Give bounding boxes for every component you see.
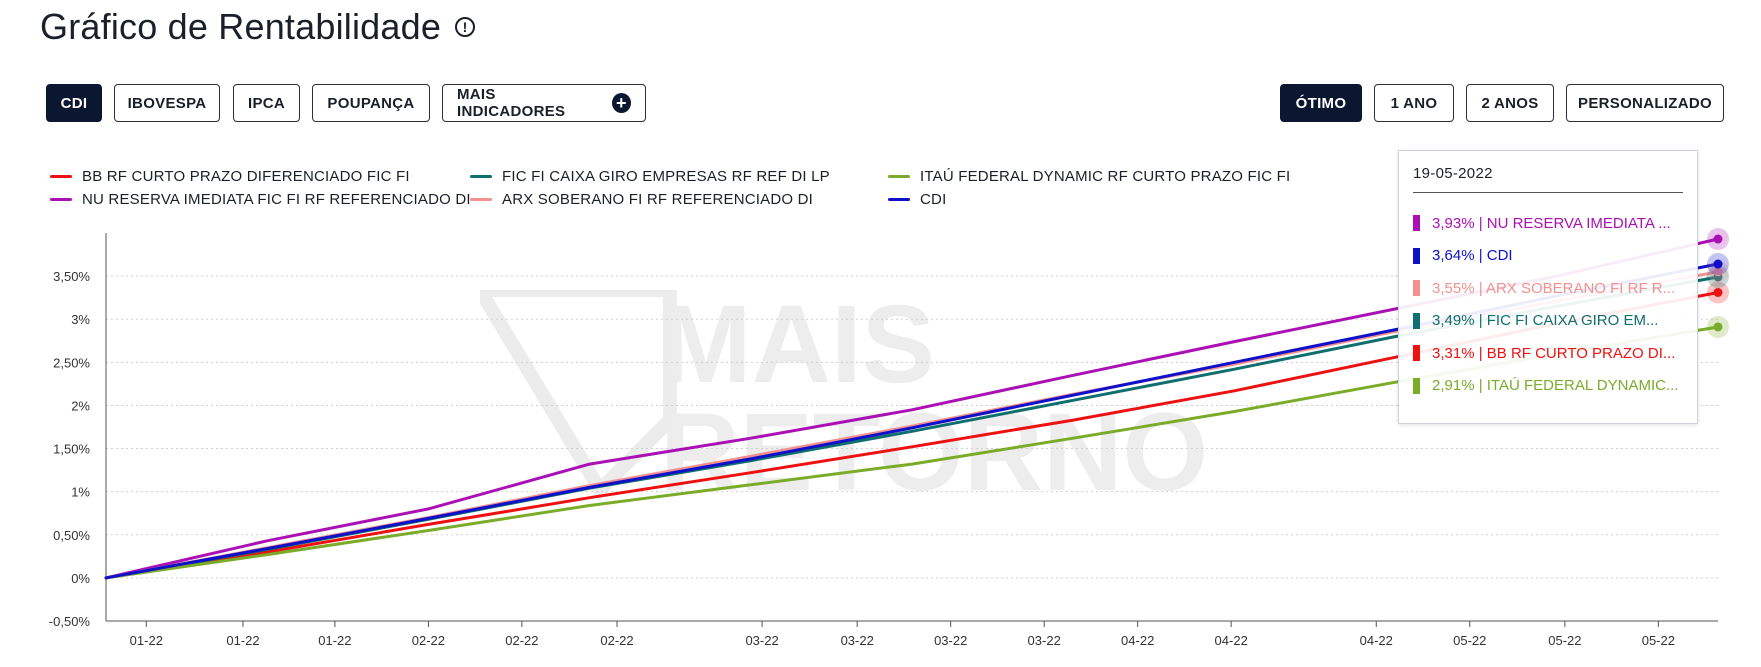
indicator-ipca-button[interactable]: IPCA [233, 84, 300, 122]
marker-layer [1707, 228, 1729, 338]
period-otimo-button[interactable]: ÓTIMO [1280, 84, 1362, 122]
axis-layer: -0,50% 0% 0,50% 1% 1,50% 2% 2,50% 3% 3,50% 01-22 0… [49, 233, 1718, 648]
tooltip-date: 19-05-2022 [1413, 165, 1683, 193]
x-tick-label: 01-22 [130, 633, 163, 648]
series-end-marker [1713, 322, 1723, 332]
x-tick-label: 01-22 [226, 633, 259, 648]
legend-swatch [470, 175, 492, 178]
x-tick-label: 04-22 [1215, 633, 1248, 648]
legend-item-nu[interactable]: NU RESERVA IMEDIATA FIC FI RF REFERENCIA… [50, 191, 471, 208]
legend-swatch [888, 175, 910, 178]
more-indicators-label: MAIS INDICADORES [457, 86, 566, 120]
indicator-cdi-button[interactable]: CDI [46, 84, 102, 122]
tooltip-swatch [1413, 280, 1420, 297]
series-end-marker [1713, 259, 1723, 269]
x-tick-label: 05-22 [1453, 633, 1486, 648]
legend-item-cdi[interactable]: CDI [888, 191, 946, 208]
x-tick-label: 04-22 [1360, 633, 1393, 648]
legend-item-bb[interactable]: BB RF CURTO PRAZO DIFERENCIADO FIC FI [50, 168, 410, 185]
x-tick-label: 02-22 [600, 633, 633, 648]
legend-swatch [50, 175, 72, 178]
tooltip-row: 3,55% | ARX SOBERANO FI RF R... [1413, 272, 1683, 305]
tooltip-swatch [1413, 312, 1420, 329]
tooltip-swatch [1413, 215, 1420, 232]
indicator-poupanca-button[interactable]: POUPANÇA [312, 84, 430, 122]
x-tick-label: 02-22 [505, 633, 538, 648]
chart-tooltip: 19-05-2022 3,93% | NU RESERVA IMEDIATA .… [1398, 150, 1698, 424]
legend-label: CDI [920, 191, 947, 208]
y-tick-label: 3,50% [53, 269, 90, 284]
x-tick-label: 03-22 [841, 633, 874, 648]
y-tick-label: 3% [71, 312, 90, 327]
period-personalizado-button[interactable]: PERSONALIZADO [1566, 84, 1724, 122]
tooltip-row-text: 2,91% | ITAÚ FEDERAL DYNAMIC... [1432, 377, 1679, 395]
series-end-marker [1713, 234, 1723, 244]
legend-swatch [888, 198, 910, 201]
period-1-ano-button[interactable]: 1 ANO [1374, 84, 1454, 122]
plus-icon: + [611, 93, 631, 113]
tooltip-swatch [1413, 247, 1420, 264]
tooltip-row: 2,91% | ITAÚ FEDERAL DYNAMIC... [1413, 370, 1683, 403]
y-tick-label: 0% [71, 571, 90, 586]
x-tick-label: 04-22 [1121, 633, 1154, 648]
x-tick-label: 03-22 [934, 633, 967, 648]
y-tick-label: 1% [71, 485, 90, 500]
x-tick-label: 03-22 [1028, 633, 1061, 648]
tooltip-row-text: 3,49% | FIC FI CAIXA GIRO EM... [1432, 312, 1659, 330]
series-end-marker [1713, 287, 1723, 297]
legend-label: FIC FI CAIXA GIRO EMPRESAS RF REF DI LP [502, 168, 830, 185]
more-indicators-button[interactable]: MAIS INDICADORES + [442, 84, 646, 122]
tooltip-row-text: 3,55% | ARX SOBERANO FI RF R... [1432, 279, 1676, 297]
legend-item-arx[interactable]: ARX SOBERANO FI RF REFERENCIADO DI [470, 191, 813, 208]
y-tick-label: -0,50% [49, 614, 91, 629]
y-tick-label: 2% [71, 398, 90, 413]
tooltip-row: 3,93% | NU RESERVA IMEDIATA ... [1413, 207, 1683, 240]
legend-label: NU RESERVA IMEDIATA FIC FI RF REFERENCIA… [82, 191, 471, 208]
legend-label: ITAÚ FEDERAL DYNAMIC RF CURTO PRAZO FIC … [920, 168, 1291, 185]
x-tick-label: 05-22 [1642, 633, 1675, 648]
legend-item-caixa[interactable]: FIC FI CAIXA GIRO EMPRESAS RF REF DI LP [470, 168, 830, 185]
indicator-ibovespa-button[interactable]: IBOVESPA [114, 84, 220, 122]
tooltip-swatch [1413, 377, 1420, 394]
y-tick-label: 2,50% [53, 355, 90, 370]
period-2-anos-button[interactable]: 2 ANOS [1466, 84, 1554, 122]
legend-swatch [470, 198, 492, 201]
y-tick-label: 1,50% [53, 442, 90, 457]
x-tick-label: 02-22 [412, 633, 445, 648]
page-title-text: Gráfico de Rentabilidade [40, 6, 442, 47]
legend-label: ARX SOBERANO FI RF REFERENCIADO DI [502, 191, 814, 208]
tooltip-row-text: 3,31% | BB RF CURTO PRAZO DI... [1432, 344, 1676, 362]
tooltip-swatch [1413, 345, 1420, 362]
x-tick-label: 05-22 [1548, 633, 1581, 648]
tooltip-row: 3,49% | FIC FI CAIXA GIRO EM... [1413, 305, 1683, 338]
legend-item-itau[interactable]: ITAÚ FEDERAL DYNAMIC RF CURTO PRAZO FIC … [888, 168, 1290, 185]
legend-swatch [50, 198, 72, 201]
tooltip-row: 3,31% | BB RF CURTO PRAZO DI... [1413, 337, 1683, 370]
series-end-marker [1713, 267, 1723, 277]
tooltip-row: 3,64% | CDI [1413, 240, 1683, 273]
x-tick-label: 01-22 [318, 633, 351, 648]
tooltip-row-text: 3,64% | CDI [1432, 247, 1513, 265]
page-title: Gráfico de Rentabilidade ! [40, 6, 476, 48]
y-tick-label: 0,50% [53, 528, 90, 543]
info-icon[interactable]: ! [455, 17, 476, 37]
legend-label: BB RF CURTO PRAZO DIFERENCIADO FIC FI [82, 168, 410, 185]
x-tick-label: 03-22 [745, 633, 778, 648]
tooltip-row-text: 3,93% | NU RESERVA IMEDIATA ... [1432, 214, 1671, 232]
